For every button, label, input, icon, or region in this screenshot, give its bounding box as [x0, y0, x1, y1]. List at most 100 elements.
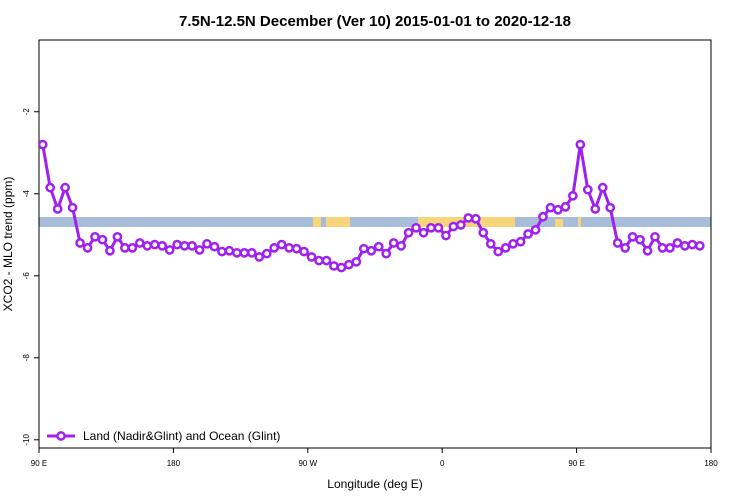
data-point: [650, 231, 660, 242]
data-point: [67, 202, 78, 213]
data-point: [612, 238, 623, 248]
data-point: [396, 240, 406, 251]
data-point: [694, 240, 705, 251]
data-point: [485, 238, 496, 249]
data-point: [127, 243, 138, 253]
data-point: [299, 246, 309, 257]
map-strip: [39, 217, 711, 227]
data-point: [224, 245, 235, 256]
legend-label: Land (Nadir&Glint) and Ocean (Glint): [83, 429, 280, 443]
land: [326, 217, 350, 227]
data-point: [164, 245, 175, 255]
data-point: [403, 227, 414, 238]
data-point: [232, 247, 242, 258]
data-point: [202, 238, 212, 249]
data-point: [418, 227, 429, 238]
data-point: [336, 262, 347, 273]
y-tick-label: -4: [22, 190, 31, 198]
data-point: [358, 243, 369, 254]
data-point: [590, 204, 601, 214]
data-point: [545, 202, 556, 213]
data-point: [680, 240, 690, 251]
data-point: [388, 238, 399, 248]
data-point: [635, 234, 645, 245]
data-point: [500, 243, 511, 253]
data-point: [75, 238, 85, 248]
x-axis-label: Longitude (deg E): [327, 477, 422, 491]
data-point: [314, 255, 324, 266]
data-point: [568, 190, 578, 201]
land: [555, 219, 563, 227]
data-point: [39, 139, 48, 150]
data-point: [329, 261, 339, 271]
data-point: [60, 182, 70, 193]
data-point: [553, 204, 563, 215]
data-point: [254, 252, 265, 262]
data-point: [657, 243, 668, 253]
data-point: [478, 227, 489, 238]
data-point: [456, 220, 466, 230]
data-point: [291, 243, 302, 254]
data-point: [142, 240, 153, 251]
land: [578, 217, 581, 227]
data-point: [246, 247, 257, 258]
data-point: [687, 239, 698, 250]
data-point: [373, 241, 384, 252]
x-tick-label: 180: [167, 459, 181, 468]
x-tick-label: 90 E: [31, 459, 47, 468]
x-tick-label: 90 E: [568, 459, 584, 468]
data-point: [187, 240, 197, 251]
data-point: [620, 243, 630, 253]
data-point: [627, 231, 638, 242]
data-point: [276, 239, 287, 250]
chart-title: 7.5N-12.5N December (Ver 10) 2015-01-01 …: [179, 13, 571, 30]
data-point: [672, 238, 683, 248]
data-point: [642, 245, 653, 256]
data-point: [560, 202, 571, 212]
data-point: [470, 213, 481, 224]
ocean-band: [39, 217, 711, 227]
data-point: [448, 221, 459, 232]
data-point: [515, 236, 526, 247]
data-point: [179, 240, 190, 251]
data-point: [120, 243, 130, 253]
data-point: [157, 240, 168, 251]
data-point: [269, 243, 280, 253]
data-point: [597, 182, 608, 193]
y-tick-label: -2: [22, 108, 31, 116]
legend-marker: [56, 431, 66, 441]
data-point: [351, 256, 362, 267]
data-point: [97, 234, 108, 245]
series: [39, 139, 705, 273]
data-point: [411, 222, 421, 233]
data-point: [433, 222, 444, 233]
x-tick-label: 0: [440, 459, 445, 468]
data-point: [575, 139, 586, 150]
data-point: [82, 243, 93, 253]
data-point: [149, 239, 160, 250]
y-axis-label: XCO2 - MLO trend (ppm): [1, 177, 15, 312]
data-point: [194, 245, 205, 255]
data-point: [52, 204, 63, 214]
data-point: [209, 241, 220, 252]
data-point: [426, 222, 436, 233]
data-point: [306, 252, 317, 262]
data-point: [523, 229, 533, 239]
data-point: [105, 245, 115, 256]
data-point: [493, 246, 504, 257]
data-point: [239, 247, 250, 258]
data-point: [284, 243, 294, 253]
data-point: [665, 243, 675, 253]
plot-frame: [38, 39, 712, 449]
data-point: [344, 259, 354, 270]
data-point: [172, 239, 182, 250]
y-tick-label: -8: [22, 354, 31, 362]
y-tick-label: -6: [22, 272, 31, 280]
data-point: [45, 182, 56, 193]
y-tick-label: -10: [22, 433, 31, 445]
data-point: [463, 213, 474, 223]
data-point: [366, 245, 377, 256]
data-point: [381, 248, 392, 259]
land: [313, 217, 321, 227]
